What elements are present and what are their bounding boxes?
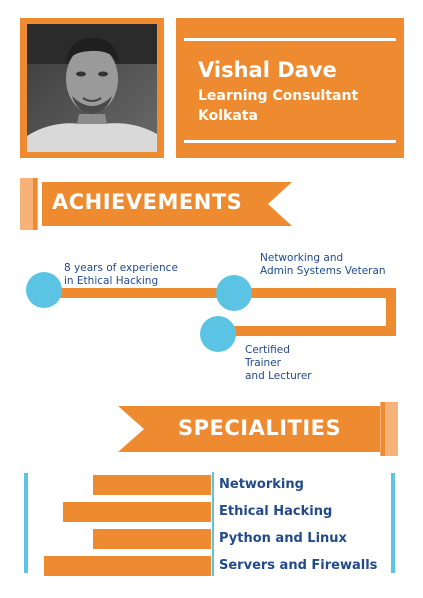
achievement-2: Networking and Admin Systems Veteran: [260, 252, 386, 278]
skill-bar: [63, 502, 211, 522]
specialities-banner: [118, 402, 398, 456]
name-card-top-rule: [184, 38, 396, 41]
skill-label: Ethical Hacking: [219, 504, 333, 519]
achievement-2-line2: Admin Systems Veteran: [260, 265, 386, 277]
achievement-1: 8 years of experience in Ethical Hacking: [64, 262, 178, 288]
achievement-3-line1: Certified: [245, 344, 290, 356]
achievements-banner: [20, 178, 292, 230]
skill-label: Python and Linux: [219, 531, 347, 546]
achievements-title: ACHIEVEMENTS: [52, 190, 243, 214]
skill-label: Servers and Firewalls: [219, 558, 378, 573]
specialities-title: SPECIALITIES: [178, 416, 342, 440]
name-card: [176, 18, 404, 158]
profile-role: Learning Consultant: [198, 88, 359, 104]
achievement-2-line1: Networking and: [260, 252, 344, 264]
skills-divider: [212, 472, 214, 576]
profile-name: Vishal Dave: [198, 58, 337, 82]
timeline-node-1: [26, 272, 62, 308]
achievement-3-line3: and Lecturer: [245, 370, 312, 382]
profile-photo: [27, 24, 157, 152]
achievements-timeline: [26, 272, 396, 352]
skills-right-line: [391, 473, 395, 573]
skills-left-line: [24, 473, 28, 573]
skill-label: Networking: [219, 477, 304, 492]
profile-city: Kolkata: [198, 108, 258, 124]
achievement-3-line2: Trainer: [245, 357, 281, 369]
achievement-1-line1: 8 years of experience: [64, 262, 178, 274]
skill-bar: [44, 556, 211, 576]
name-card-bottom-rule: [184, 140, 396, 143]
timeline-node-2: [216, 275, 252, 311]
skill-bar: [93, 529, 211, 549]
skill-bar: [93, 475, 211, 495]
achievement-1-line2: in Ethical Hacking: [64, 275, 159, 287]
timeline-node-3: [200, 316, 236, 352]
achievement-3: Certified Trainer and Lecturer: [245, 344, 312, 383]
